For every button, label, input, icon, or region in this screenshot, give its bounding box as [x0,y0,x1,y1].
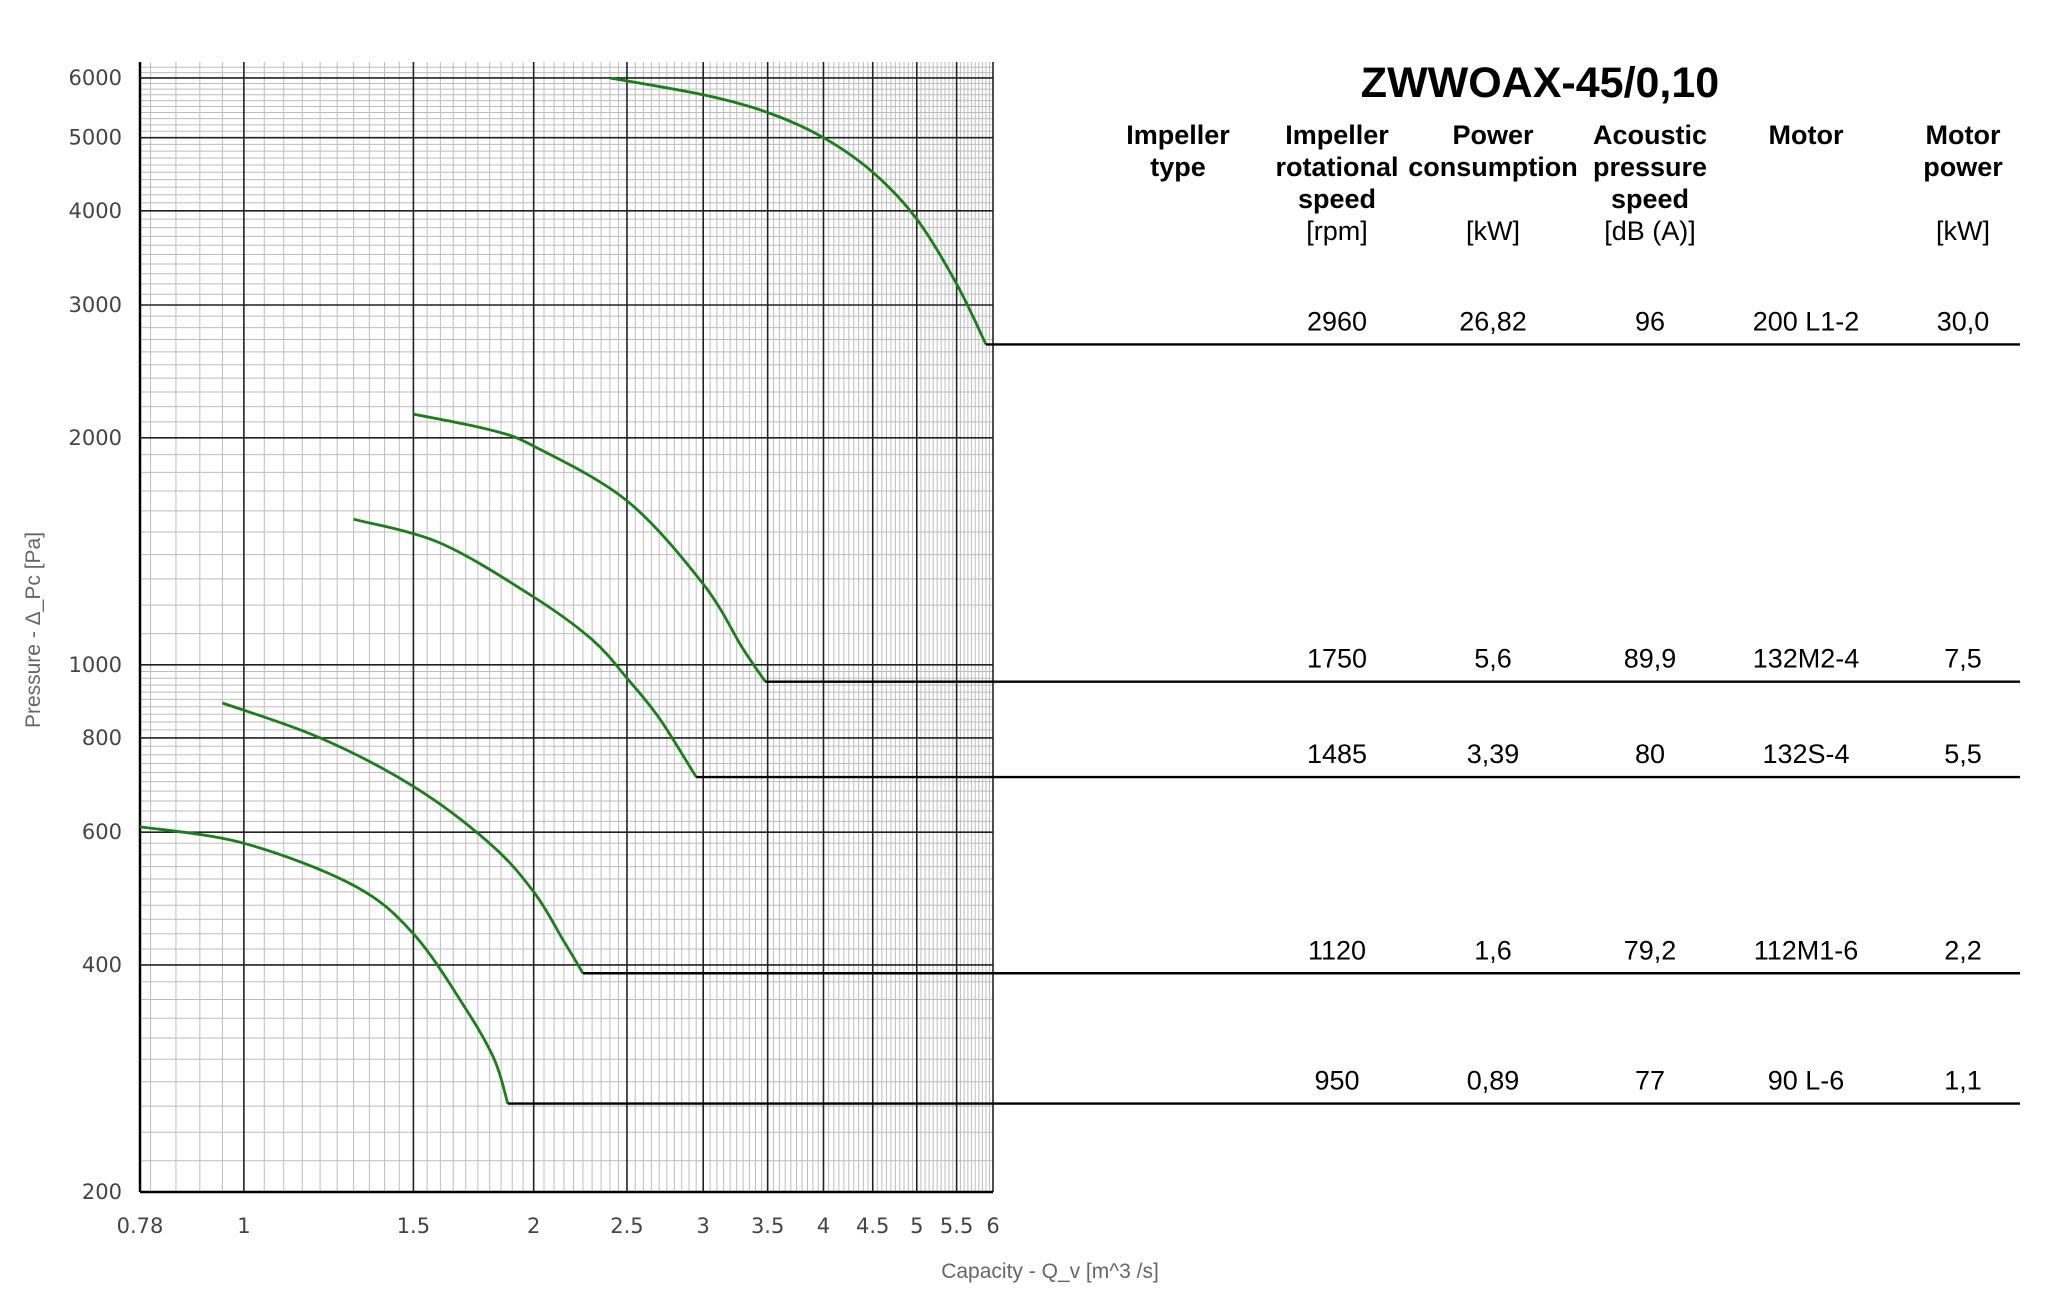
y-tick-label: 200 [82,1180,122,1204]
chart-title: ZWWOAX-45/0,10 [1361,59,1719,107]
y-tick-label: 400 [82,953,122,977]
table-header-text: rotational [1275,152,1398,182]
table-header-unit: [kW] [1936,216,1990,246]
table-cell-rpm: 1485 [1307,739,1367,769]
table-header-text: speed [1611,184,1689,214]
table-cell-motor_power: 30,0 [1937,306,1990,336]
performance-curve-4 [221,701,585,974]
axis-lines [138,62,993,1194]
x-axis-title: Capacity - Q_v [m^3 /s] [941,1260,1159,1283]
major-grid [139,62,994,1193]
table-cell-rpm: 1750 [1307,644,1367,674]
y-tick-label: 4000 [69,199,122,223]
y-tick-label: 1000 [69,653,122,677]
y-tick-labels: 200 400 600 800 1000 2000 3000 4000 5000 6000 [69,66,122,1204]
table-header-text: Motor [1926,120,2001,150]
table-cell-acoustic: 89,9 [1624,644,1677,674]
table-cell-motor: 200 L1-2 [1753,306,1860,336]
performance-curve-2 [413,412,767,683]
table-header-unit: [rpm] [1306,216,1368,246]
x-tick-label: 3 [697,1214,710,1238]
table-cell-power: 0,89 [1467,1066,1520,1096]
y-tick-label: 3000 [69,293,122,317]
table-cell-motor_power: 7,5 [1944,644,1982,674]
table-header-unit: [kW] [1466,216,1520,246]
y-tick-label: 2000 [69,426,122,450]
table-cell-motor: 132S-4 [1762,739,1849,769]
table-header-text: speed [1298,184,1376,214]
table-cell-motor: 132M2-4 [1753,644,1860,674]
table-cell-motor: 112M1-6 [1754,935,1859,965]
x-tick-label: 2.5 [610,1214,643,1238]
y-tick-label: 600 [82,820,122,844]
x-tick-label: 1 [237,1214,250,1238]
table-cell-motor_power: 1,1 [1944,1066,1982,1096]
table-cell-acoustic: 79,2 [1624,935,1677,965]
x-tick-label: 5.5 [940,1214,973,1238]
y-tick-label: 800 [82,726,122,750]
performance-curve-3 [353,517,698,778]
table-rows: 2960 26,82 96 200 L1-2 30,0 1750 5,6 89,9 132M2-… [1307,306,1989,1095]
x-tick-label: 6 [986,1214,999,1238]
table-cell-acoustic: 77 [1635,1066,1665,1096]
performance-curve-5 [139,825,510,1105]
x-tick-label: 0.78 [117,1214,164,1238]
table-cell-acoustic: 80 [1635,739,1665,769]
x-tick-label: 4 [817,1214,830,1238]
performance-curves [139,76,988,1105]
row-leader-lines [507,343,2020,1105]
table-header-text: pressure [1593,152,1707,182]
table-header-text: Power [1452,120,1534,150]
minor-grid [140,62,993,1192]
table-header-text: Impeller [1285,120,1389,150]
performance-curve-1 [609,76,988,346]
table-headers: ImpellertypeImpellerrotationalspeed[rpm]… [1126,120,2003,246]
table-header-text: type [1150,152,1206,182]
y-tick-label: 6000 [69,66,122,90]
table-cell-motor: 90 L-6 [1768,1066,1845,1096]
table-cell-rpm: 2960 [1307,306,1367,336]
table-header-text: consumption [1408,152,1578,182]
table-cell-power: 3,39 [1467,739,1520,769]
table-header-text: Acoustic [1593,120,1707,150]
y-tick-label: 5000 [69,126,122,150]
x-tick-label: 1.5 [397,1214,430,1238]
table-header-text: Motor [1769,120,1844,150]
table-cell-power: 26,82 [1459,306,1527,336]
x-tick-labels: 0.78 1 1.5 2 2.5 3 3.5 4 4.5 5 5.5 6 [117,1214,1000,1238]
x-tick-label: 2 [527,1214,540,1238]
table-cell-rpm: 950 [1314,1066,1359,1096]
y-axis-title: Pressure - Δ_Pc [Pa] [22,532,45,728]
table-cell-power: 1,6 [1474,935,1512,965]
x-tick-label: 5 [910,1214,923,1238]
table-cell-rpm: 1120 [1308,935,1366,965]
table-header-text: power [1923,152,2003,182]
table-cell-acoustic: 96 [1635,306,1665,336]
table-header-text: Impeller [1126,120,1230,150]
table-header-unit: [dB (A)] [1604,216,1696,246]
x-tick-label: 3.5 [751,1214,784,1238]
table-cell-motor_power: 2,2 [1944,935,1982,965]
x-tick-label: 4.5 [856,1214,889,1238]
table-cell-power: 5,6 [1474,644,1512,674]
table-cell-motor_power: 5,5 [1944,739,1982,769]
